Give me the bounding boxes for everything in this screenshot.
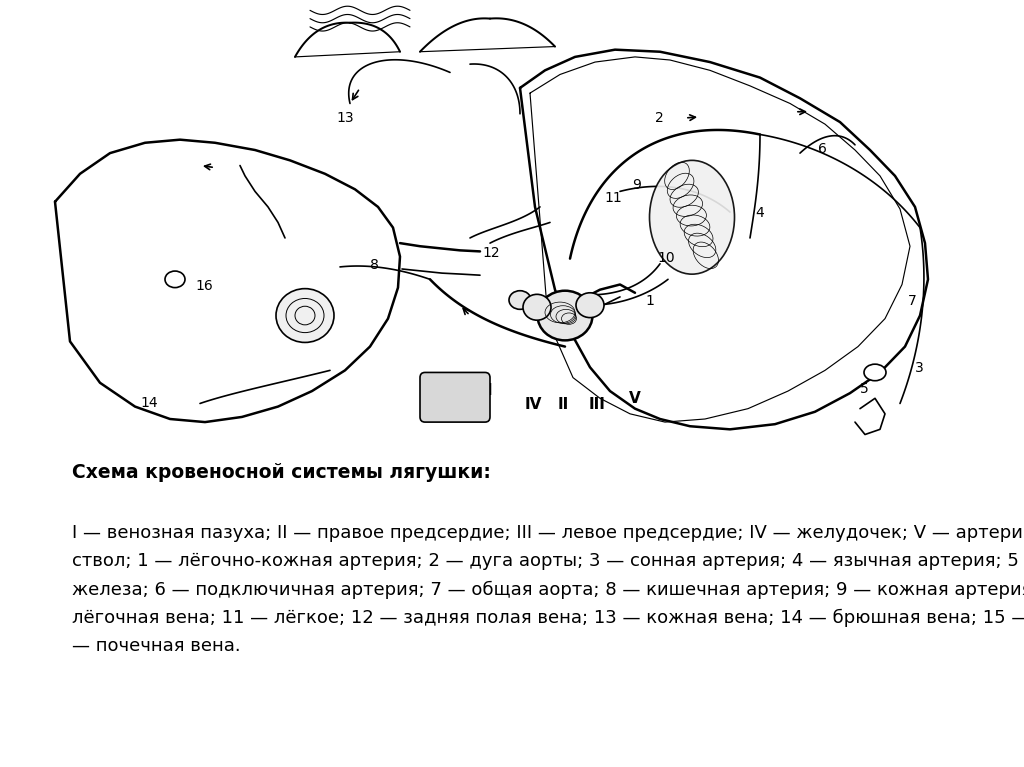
Text: 6: 6 [818,142,826,156]
Text: 9: 9 [632,178,641,193]
Text: II: II [557,397,568,412]
Text: 7: 7 [908,295,916,308]
Text: 13: 13 [336,111,354,125]
Ellipse shape [509,291,531,309]
Ellipse shape [523,295,551,320]
Text: III: III [589,397,605,412]
Text: IV: IV [524,397,542,412]
Text: Схема кровеносной системы лягушки:: Схема кровеносной системы лягушки: [72,463,490,482]
Text: I: I [486,384,492,398]
Text: 16: 16 [195,278,213,293]
Text: 2: 2 [655,111,664,125]
Ellipse shape [864,364,886,380]
Ellipse shape [538,291,593,341]
Text: 1: 1 [645,295,654,308]
Text: 8: 8 [370,258,379,272]
Text: 14: 14 [140,396,158,410]
Text: 5: 5 [860,382,868,396]
Text: 11: 11 [604,191,622,205]
Ellipse shape [649,160,734,274]
FancyBboxPatch shape [420,373,490,422]
Text: I — венозная пазуха; II — правое предсердие; III — левое предсердие; IV — желудо: I — венозная пазуха; II — правое предсер… [72,524,1024,655]
Text: 4: 4 [755,206,764,220]
Text: 3: 3 [915,361,924,375]
Ellipse shape [575,293,604,318]
Text: 12: 12 [482,245,500,259]
Text: V: V [629,391,641,407]
Ellipse shape [165,271,185,288]
Text: 15: 15 [430,396,447,410]
Text: 10: 10 [657,251,675,265]
Ellipse shape [276,288,334,342]
